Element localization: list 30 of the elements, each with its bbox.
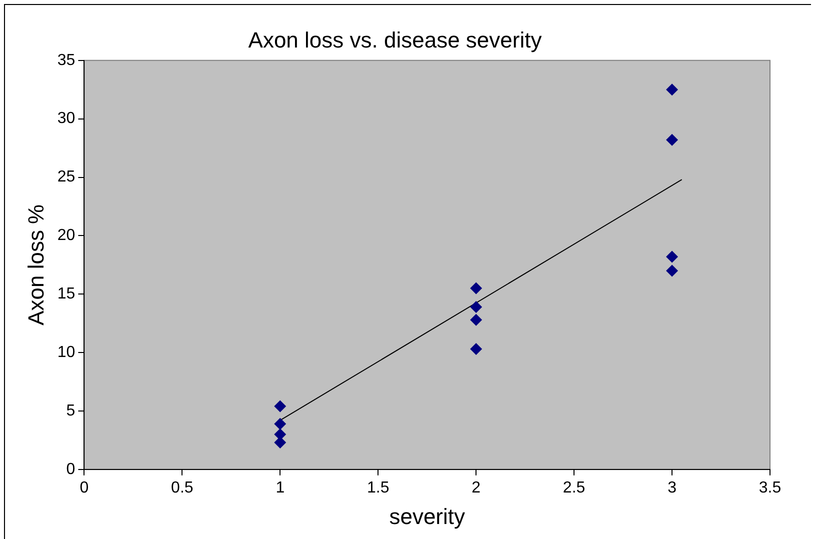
point: [666, 264, 678, 277]
point: [666, 250, 678, 263]
x-axis-title: severity: [389, 504, 465, 529]
point: [666, 134, 678, 146]
point: [274, 436, 286, 449]
chart-title: Axon loss vs. disease severity: [248, 27, 542, 52]
y-tick-label: 15: [57, 286, 76, 303]
x-tick-label: 0.5: [171, 479, 194, 496]
y-tick-label: 35: [57, 52, 76, 69]
x-tick-label: 1: [276, 479, 285, 496]
x-tick-label: 3.5: [758, 479, 782, 496]
point: [666, 84, 678, 96]
y-tick-label: 20: [57, 227, 76, 244]
point: [470, 300, 482, 313]
point: [274, 400, 286, 412]
x-tick-label: 0: [80, 479, 89, 496]
x-tick-label: 3: [668, 479, 677, 496]
point: [274, 418, 286, 430]
point: [470, 314, 482, 326]
x-tick-label: 2: [472, 479, 481, 496]
y-tick-label: 10: [57, 344, 76, 361]
y-tick-label: 5: [66, 402, 76, 420]
x-tick-label: 1.5: [366, 479, 390, 496]
point: [470, 343, 482, 356]
y-tick-label: 30: [57, 110, 76, 128]
x-tick-label: 2.5: [562, 479, 586, 496]
point: [470, 282, 482, 294]
y-tick-label: 0: [66, 460, 76, 478]
y-tick-label: 25: [57, 168, 76, 186]
y-axis-title: Axon loss %: [23, 204, 48, 326]
